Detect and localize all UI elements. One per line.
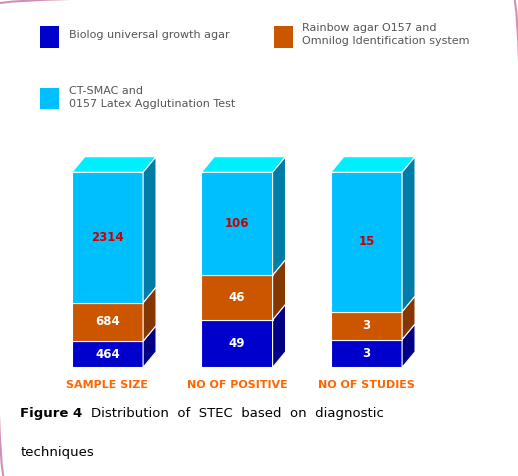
Polygon shape (331, 172, 402, 312)
Polygon shape (72, 352, 156, 367)
Polygon shape (402, 324, 415, 367)
Polygon shape (202, 275, 272, 320)
Text: 2314: 2314 (91, 231, 124, 244)
Polygon shape (202, 352, 285, 367)
Text: Biolog universal growth agar: Biolog universal growth agar (69, 30, 229, 40)
Bar (40, 88, 59, 109)
Polygon shape (331, 352, 415, 367)
Polygon shape (143, 326, 156, 367)
Polygon shape (331, 312, 402, 339)
Polygon shape (331, 157, 415, 172)
Text: 3: 3 (363, 347, 370, 360)
Text: Distribution  of  STEC  based  on  diagnostic: Distribution of STEC based on diagnostic (91, 407, 384, 420)
Polygon shape (72, 341, 143, 367)
Polygon shape (331, 296, 415, 312)
Polygon shape (72, 287, 156, 303)
Polygon shape (72, 326, 156, 341)
Text: Figure 4: Figure 4 (20, 407, 83, 420)
Polygon shape (72, 157, 156, 172)
Polygon shape (143, 157, 156, 303)
Text: 15: 15 (358, 236, 375, 248)
Text: 684: 684 (95, 316, 120, 328)
Bar (274, 26, 293, 48)
Polygon shape (272, 304, 285, 367)
Polygon shape (202, 320, 272, 367)
Text: 464: 464 (95, 348, 120, 361)
Text: 106: 106 (225, 217, 249, 230)
Polygon shape (202, 304, 285, 320)
Polygon shape (72, 303, 143, 341)
Polygon shape (143, 287, 156, 341)
Text: Rainbow agar O157 and
Omnilog Identification system: Rainbow agar O157 and Omnilog Identifica… (303, 23, 470, 46)
Text: 49: 49 (229, 337, 245, 350)
Polygon shape (402, 157, 415, 312)
Polygon shape (272, 157, 285, 275)
Bar (40, 26, 59, 48)
Polygon shape (202, 172, 272, 275)
Polygon shape (331, 324, 415, 339)
Polygon shape (272, 259, 285, 320)
Text: CT-SMAC and
0157 Latex Agglutination Test: CT-SMAC and 0157 Latex Agglutination Tes… (69, 86, 235, 109)
Polygon shape (202, 259, 285, 275)
Text: 3: 3 (363, 319, 370, 332)
Polygon shape (72, 172, 143, 303)
Polygon shape (402, 296, 415, 339)
Polygon shape (202, 157, 285, 172)
Polygon shape (331, 339, 402, 367)
Text: 46: 46 (229, 291, 245, 304)
Text: techniques: techniques (20, 446, 94, 459)
